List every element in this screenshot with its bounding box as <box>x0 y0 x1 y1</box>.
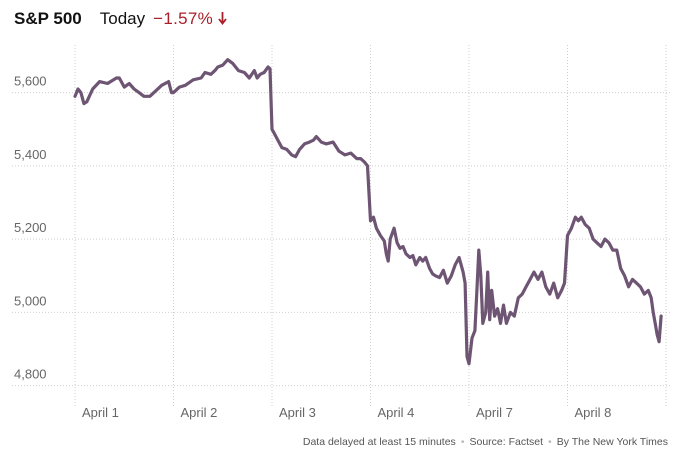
delay-note: Data delayed at least 15 minutes <box>302 436 456 448</box>
source-note: Source: Factset <box>469 436 544 448</box>
y-tick-label: 5,600 <box>14 74 47 89</box>
separator-dot: • <box>548 436 552 448</box>
index-name: S&P 500 <box>14 9 82 28</box>
axis-layer: 4,800 5,000 5,200 5,400 5,600 April 1 April 2 A… <box>14 74 611 420</box>
x-tick-label: April 7 <box>476 405 513 420</box>
x-tick-label: April 2 <box>181 405 218 420</box>
change-value: −1.57% <box>153 9 214 28</box>
y-tick-label: 5,000 <box>14 293 47 308</box>
series-layer <box>73 58 663 366</box>
arrow-down-icon <box>218 12 227 25</box>
x-tick-label: April 3 <box>279 405 316 420</box>
x-tick-label: April 8 <box>575 405 612 420</box>
period-label: Today <box>99 9 146 28</box>
credit-note: By The New York Times <box>556 436 668 448</box>
y-tick-label: 4,800 <box>14 367 47 382</box>
y-tick-label: 5,200 <box>14 220 47 235</box>
grid-layer <box>12 45 670 406</box>
x-tick-label: April 4 <box>378 405 415 420</box>
y-tick-label: 5,400 <box>14 147 47 162</box>
chart-header: S&P 500 Today −1.57% <box>14 9 227 35</box>
series-line <box>73 58 663 366</box>
chart-footer: Data delayed at least 15 minutes • Source:… <box>303 436 668 448</box>
separator-dot: • <box>460 436 465 448</box>
x-tick-label: April 1 <box>82 405 119 420</box>
